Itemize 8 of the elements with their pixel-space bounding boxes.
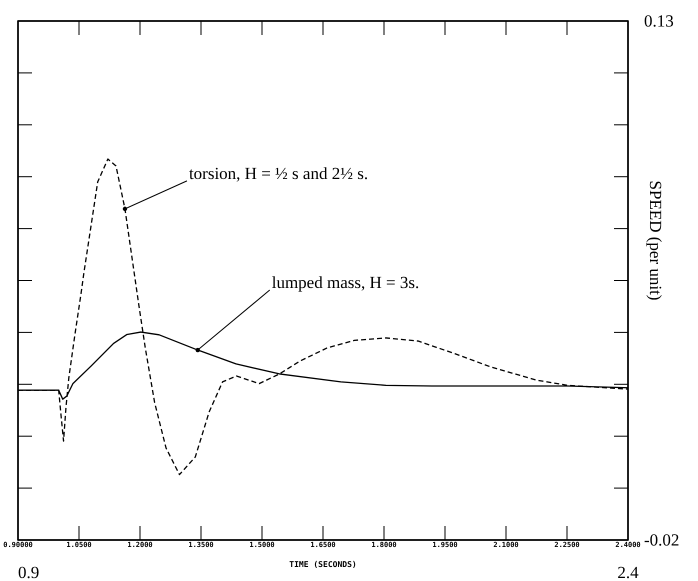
text: 0.9 <box>18 563 40 581</box>
y-tick-label: -0.02 <box>644 530 680 550</box>
text: 2.4 <box>617 563 640 581</box>
y-axis-title: SPEED (per unit) <box>646 180 665 300</box>
x-axis-title: TIME (SECONDS) <box>289 560 357 569</box>
annotation: torsion, H = ½ s and 2½ s. <box>188 164 368 183</box>
y-tick-label: 0.13 <box>644 11 674 30</box>
annotation: lumped mass, H = 3s. <box>272 273 420 292</box>
